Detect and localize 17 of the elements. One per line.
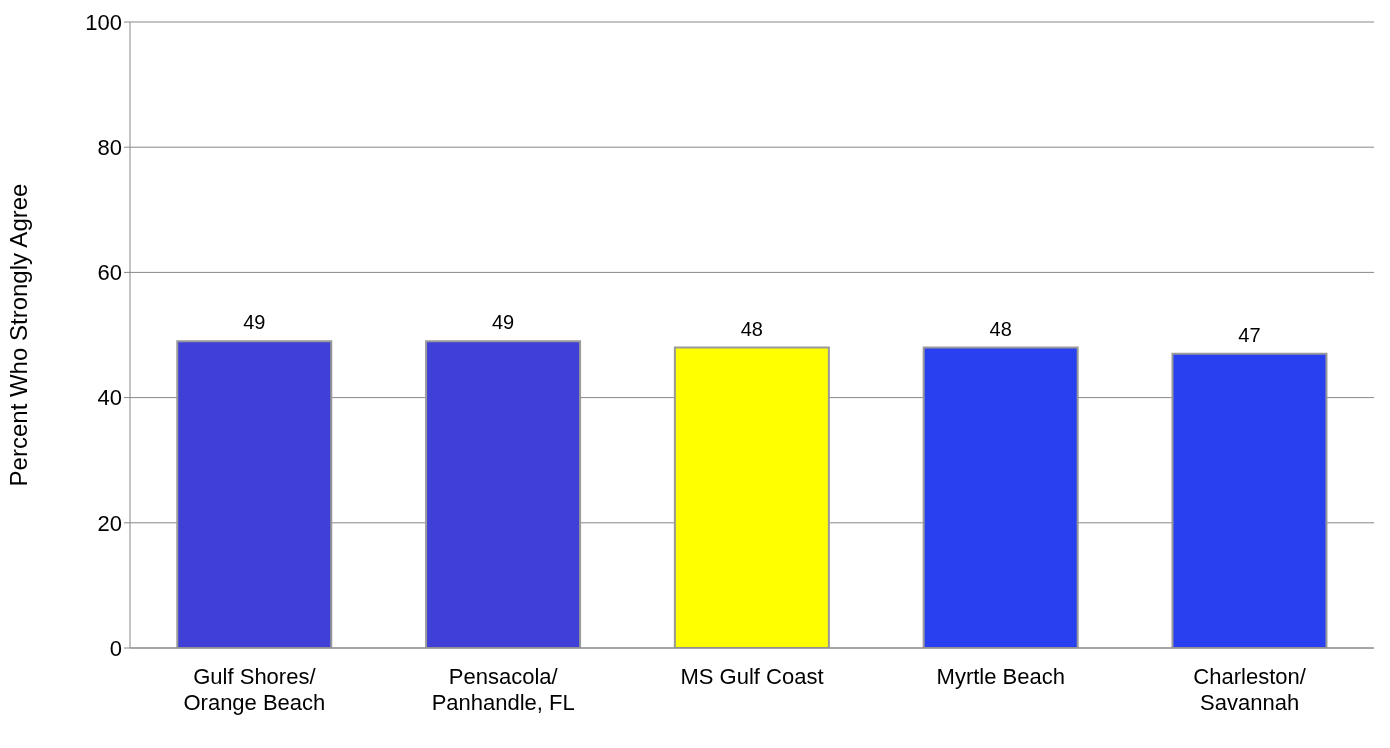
y-tick-label: 20 (97, 510, 122, 536)
x-tick-label: Pensacola/ Panhandle, FL (431, 664, 575, 715)
data-label: 48 (740, 317, 763, 340)
data-label: 47 (1238, 323, 1261, 346)
y-tick-label: 60 (97, 260, 122, 286)
y-tick-label: 40 (97, 385, 122, 411)
data-label: 49 (243, 311, 266, 334)
y-tick-label: 80 (97, 135, 122, 161)
data-label: 49 (491, 311, 515, 334)
x-tick-label: MS Gulf Coast (680, 664, 824, 689)
y-tick-label: 0 (109, 635, 122, 661)
x-tick-label: Gulf Shores/ Orange Beach (183, 664, 326, 715)
y-tick-label: 100 (85, 9, 122, 35)
data-label: 48 (989, 317, 1012, 340)
y-axis-title: Percent Who Strongly Agree (4, 183, 32, 487)
x-tick-label: Myrtle Beach (936, 664, 1065, 689)
x-tick-label: Charleston/ Savannah (1193, 664, 1307, 715)
